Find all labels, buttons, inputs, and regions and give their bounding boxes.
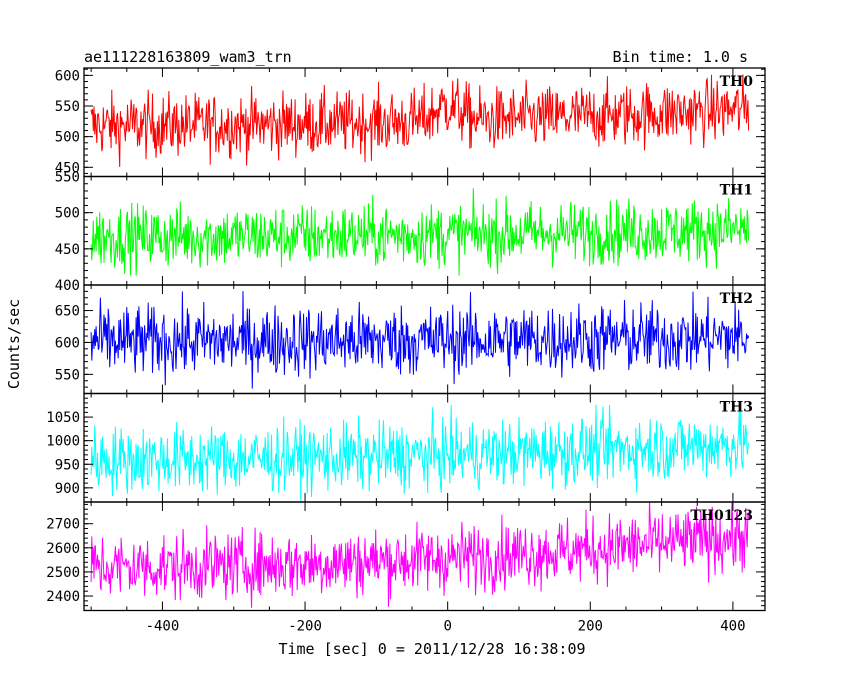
series-line-th3 xyxy=(90,404,750,502)
chart-title-left: ae111228163809_wam3_trn xyxy=(84,48,292,66)
y-tick-label: 2500 xyxy=(46,565,80,581)
y-tick-label: 650 xyxy=(55,304,80,320)
y-tick-label: 600 xyxy=(55,335,80,351)
x-tick-label: 200 xyxy=(578,619,603,635)
x-tick-label: 400 xyxy=(720,619,745,635)
y-tick-label: 1050 xyxy=(46,410,80,426)
y-tick-label: 1000 xyxy=(46,434,80,450)
y-tick-label: 500 xyxy=(55,206,80,222)
panel-label-th1: TH1 xyxy=(720,183,753,199)
y-tick-label: 600 xyxy=(55,68,80,84)
y-tick-label: 900 xyxy=(55,481,80,497)
series-line-th2 xyxy=(90,291,750,389)
y-tick-label: 450 xyxy=(55,160,80,176)
chart-title-right: Bin time: 1.0 s xyxy=(613,48,748,66)
y-tick-label: 2700 xyxy=(46,517,80,533)
x-axis-label: Time [sec] 0 = 2011/12/28 16:38:09 xyxy=(278,640,585,658)
panel-label-th3: TH3 xyxy=(720,400,753,416)
y-axis-label: Counts/sec xyxy=(5,299,23,389)
y-tick-label: 2400 xyxy=(46,589,80,605)
y-tick-label: 950 xyxy=(55,457,80,473)
x-tick-label: 0 xyxy=(443,619,451,635)
x-tick-label: -200 xyxy=(288,619,322,635)
y-tick-label: 550 xyxy=(55,170,80,186)
x-tick-label: -400 xyxy=(146,619,180,635)
series-line-th1 xyxy=(90,188,750,276)
panels-group: 450 500 550 600 TH0 400 450 500 550 TH1 550 600 650 T… xyxy=(46,67,766,635)
y-tick-label: 2600 xyxy=(46,541,80,557)
y-tick-label: 550 xyxy=(55,99,80,115)
y-tick-label: 500 xyxy=(55,130,80,146)
panel-label-th0123: TH0123 xyxy=(690,508,753,524)
series-line-th0123 xyxy=(90,502,750,608)
panel-label-th0: TH0 xyxy=(720,74,754,90)
y-tick-label: 550 xyxy=(55,367,80,383)
panel-frame xyxy=(83,501,766,612)
y-tick-label: 450 xyxy=(55,242,80,258)
panel-label-th2: TH2 xyxy=(720,291,753,307)
series-line-th0 xyxy=(90,74,750,168)
y-tick-label: 400 xyxy=(55,278,80,294)
